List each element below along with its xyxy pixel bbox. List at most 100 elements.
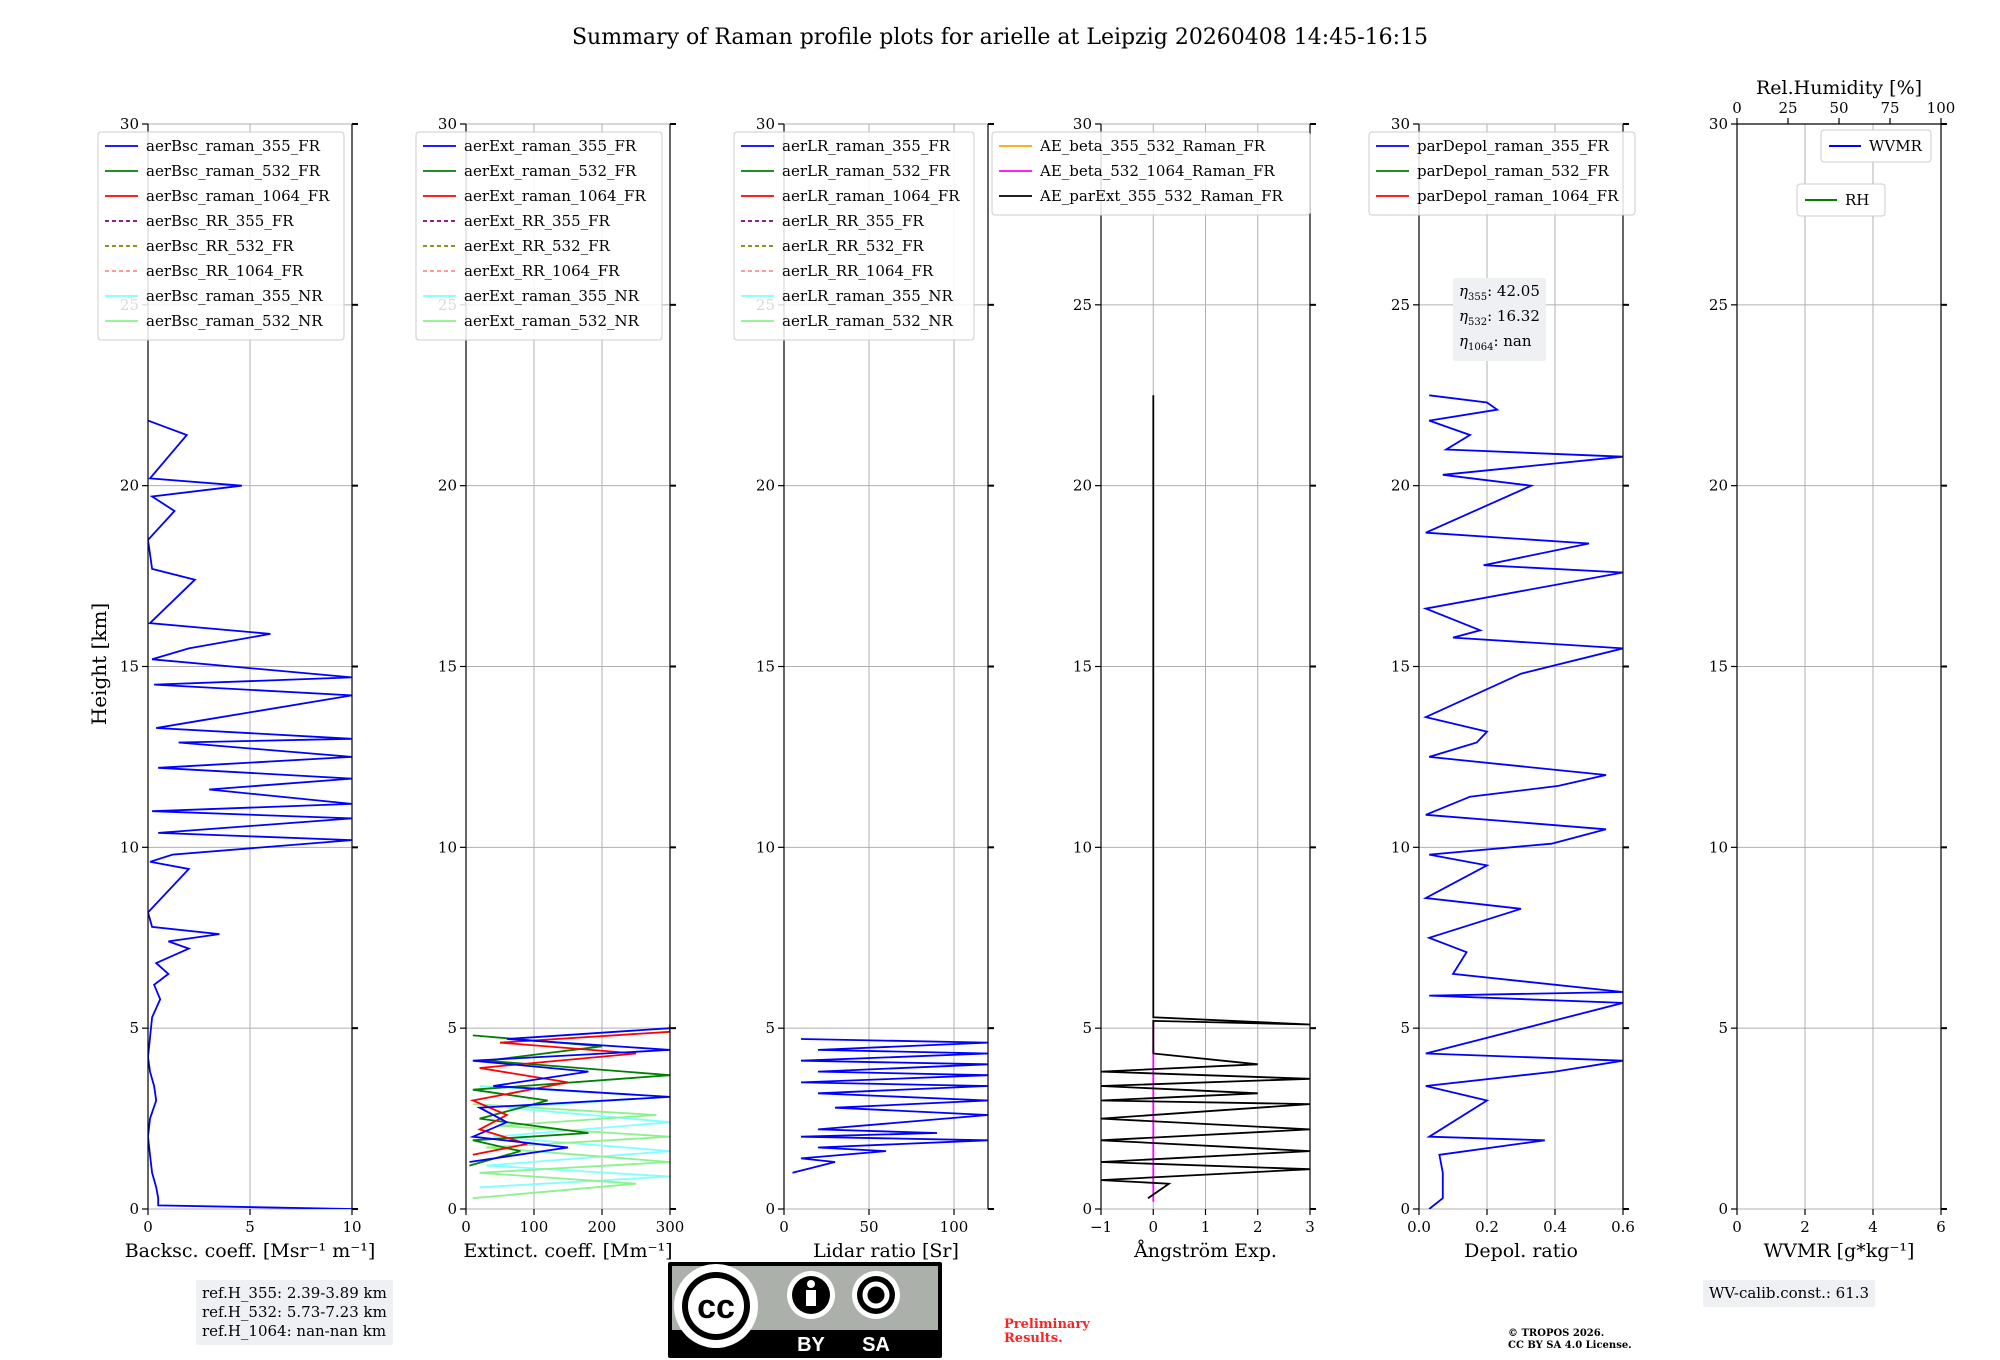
y-tick-label: 30 xyxy=(756,115,775,133)
y-tick-label: 25 xyxy=(1073,296,1092,314)
y-tick-label: 10 xyxy=(1073,838,1092,856)
legend-label: parDepol_raman_355_FR xyxy=(1417,137,1610,155)
legend-label: aerLR_raman_355_FR xyxy=(782,137,951,155)
legend-box xyxy=(415,131,663,341)
series-aerExt_raman_1064_FR xyxy=(469,1024,670,1156)
series-AE_parExt_355_532_Raman_FR xyxy=(1101,395,1310,1199)
y-tick-label: 20 xyxy=(120,477,139,495)
y-tick-label: 30 xyxy=(438,115,457,133)
y-tick-label: 25 xyxy=(1391,296,1410,314)
y-tick-label: 10 xyxy=(1391,838,1410,856)
x-tick-label: 6 xyxy=(1936,1218,1946,1236)
y-tick-label: 20 xyxy=(1391,477,1410,495)
y-tick-label: 25 xyxy=(1709,296,1728,314)
legend-box xyxy=(97,131,345,341)
legend-label: aerExt_raman_355_NR xyxy=(464,287,640,305)
legend-label: aerBsc_raman_355_NR xyxy=(146,287,323,305)
x-tick-label: 0.2 xyxy=(1475,1218,1499,1236)
legend-label: AE_parExt_355_532_Raman_FR xyxy=(1039,187,1284,205)
y-tick-label: 20 xyxy=(756,477,775,495)
legend-label: aerExt_raman_355_FR xyxy=(464,137,637,155)
x-tick-label: 2 xyxy=(1253,1218,1263,1236)
legend-label: parDepol_raman_1064_FR xyxy=(1417,187,1619,205)
y-tick-label: 5 xyxy=(1400,1019,1410,1037)
x-tick-label: 0 xyxy=(779,1218,789,1236)
ref-height-box: ref.H_355: 2.39-3.89 km ref.H_532: 5.73-… xyxy=(196,1280,393,1345)
y-tick-label: 20 xyxy=(1709,477,1728,495)
legend-label: aerLR_raman_532_FR xyxy=(782,162,951,180)
legend-box xyxy=(1820,129,1932,163)
x-tick-label: 300 xyxy=(656,1218,685,1236)
x-axis-label: Backsc. coeff. [Msr⁻¹ m⁻¹] xyxy=(125,1240,376,1262)
legend-label: aerExt_RR_532_FR xyxy=(464,237,611,255)
y-tick-label: 10 xyxy=(120,838,139,856)
eta-1064: η1064: nan xyxy=(1459,332,1532,353)
y-tick-label: 20 xyxy=(1073,477,1092,495)
legend-label: WVMR xyxy=(1869,137,1923,155)
y-tick-label: 5 xyxy=(447,1019,457,1037)
y-tick-label: 15 xyxy=(756,658,775,676)
wv-calib-box: WV-calib.const.: 61.3 xyxy=(1703,1280,1876,1307)
x-axis-label: Depol. ratio xyxy=(1464,1240,1578,1262)
x-tick-label: 5 xyxy=(245,1218,255,1236)
legend-label: aerBsc_raman_532_NR xyxy=(146,312,323,330)
y-tick-label: 30 xyxy=(1709,115,1728,133)
legend-label: aerBsc_raman_1064_FR xyxy=(146,187,330,205)
x-tick-label: 0.6 xyxy=(1611,1218,1635,1236)
y-tick-label: 15 xyxy=(120,658,139,676)
x-tick-label: 0 xyxy=(461,1218,471,1236)
x-tick-label: 200 xyxy=(588,1218,617,1236)
legend-label: AE_beta_355_532_Raman_FR xyxy=(1039,137,1266,155)
x-tick-label: 4 xyxy=(1868,1218,1878,1236)
x-tick-label: 50 xyxy=(859,1218,878,1236)
x-axis-label: Extinct. coeff. [Mm⁻¹] xyxy=(463,1240,672,1262)
x-tick-label: 0 xyxy=(143,1218,153,1236)
x-tick-label: 0.0 xyxy=(1407,1218,1431,1236)
y-axis-label: Height [km] xyxy=(87,603,111,725)
y-tick-label: 10 xyxy=(1709,838,1728,856)
y-tick-label: 0 xyxy=(1400,1200,1410,1218)
series-aerExt_raman_355_FR xyxy=(469,1027,670,1163)
x-top-tick-label: 50 xyxy=(1829,99,1848,117)
by-label: BY xyxy=(797,1334,825,1356)
y-tick-label: 30 xyxy=(1391,115,1410,133)
series-aerExt_raman_532_NR xyxy=(472,1103,670,1200)
legend-label: AE_beta_532_1064_Raman_FR xyxy=(1039,162,1275,180)
legend-label: aerLR_raman_1064_FR xyxy=(782,187,960,205)
extinction-panel: 0510152025300100200300Extinct. coeff. [M… xyxy=(415,115,685,1262)
legend-box xyxy=(1368,131,1636,216)
preliminary-note: Preliminary Results. xyxy=(1004,1317,1090,1346)
x-top-tick-label: 0 xyxy=(1732,99,1742,117)
ref-height-1064: ref.H_1064: nan-nan km xyxy=(202,1322,387,1340)
y-tick-label: 5 xyxy=(765,1019,775,1037)
y-tick-label: 0 xyxy=(129,1200,139,1218)
x-top-tick-label: 25 xyxy=(1778,99,1797,117)
x-tick-label: 10 xyxy=(342,1218,361,1236)
y-tick-label: 30 xyxy=(120,115,139,133)
wv-calib-text: WV-calib.const.: 61.3 xyxy=(1709,1284,1870,1302)
x-tick-label: 100 xyxy=(940,1218,969,1236)
legend-label: aerBsc_RR_355_FR xyxy=(146,212,294,230)
eta-box: η355: 42.05 η532: 16.32 η1064: nan xyxy=(1453,278,1546,361)
y-tick-label: 15 xyxy=(1391,658,1410,676)
legend-label: aerLR_raman_532_NR xyxy=(782,312,953,330)
y-tick-label: 0 xyxy=(1082,1200,1092,1218)
legend-label: aerExt_raman_1064_FR xyxy=(464,187,646,205)
legend-label: aerExt_RR_1064_FR xyxy=(464,262,620,280)
x-tick-label: −1 xyxy=(1090,1218,1112,1236)
lidar-ratio-panel: 051015202530050100Lidar ratio [Sr]aerLR_… xyxy=(733,115,994,1262)
x-tick-label: 0 xyxy=(1732,1218,1742,1236)
legend-label: RH xyxy=(1845,191,1869,209)
x-tick-label: 1 xyxy=(1201,1218,1211,1236)
y-tick-label: 0 xyxy=(447,1200,457,1218)
legend-label: aerBsc_raman_355_FR xyxy=(146,137,321,155)
cc-by-sa-logo: cc BY SA xyxy=(668,1262,942,1358)
y-tick-label: 10 xyxy=(756,838,775,856)
x-axis-label: Ångström Exp. xyxy=(1133,1240,1277,1262)
y-tick-label: 5 xyxy=(129,1019,139,1037)
legend-box xyxy=(733,131,975,341)
legend-label: parDepol_raman_532_FR xyxy=(1417,162,1610,180)
y-tick-label: 15 xyxy=(1709,658,1728,676)
